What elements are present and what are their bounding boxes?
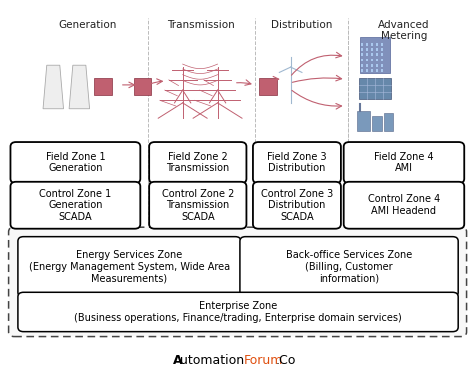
FancyBboxPatch shape — [149, 182, 246, 229]
Text: Control Zone 4
AMI Headend: Control Zone 4 AMI Headend — [368, 194, 440, 216]
Bar — [381, 53, 383, 56]
Bar — [361, 48, 363, 51]
Bar — [381, 43, 383, 46]
Text: Control Zone 3
Distribution
SCADA: Control Zone 3 Distribution SCADA — [261, 189, 333, 222]
FancyBboxPatch shape — [10, 142, 140, 183]
Bar — [376, 53, 378, 56]
Text: Enterprise Zone
(Business operations, Finance/trading, Enterprise domain service: Enterprise Zone (Business operations, Fi… — [74, 301, 402, 323]
FancyBboxPatch shape — [18, 292, 458, 332]
Text: .Co: .Co — [276, 354, 296, 367]
Text: Forum: Forum — [244, 354, 283, 367]
Text: A: A — [173, 354, 183, 367]
Bar — [134, 78, 152, 96]
Text: Generation: Generation — [58, 20, 117, 30]
Bar — [371, 64, 374, 66]
Bar — [357, 111, 370, 131]
Text: Field Zone 1
Generation: Field Zone 1 Generation — [46, 152, 105, 174]
Bar — [371, 69, 374, 72]
FancyBboxPatch shape — [344, 182, 464, 229]
Bar — [381, 69, 383, 72]
Text: Field Zone 2
Transmission: Field Zone 2 Transmission — [166, 152, 229, 174]
Bar — [381, 48, 383, 51]
Bar — [384, 113, 393, 131]
Bar — [361, 59, 363, 61]
Bar — [361, 69, 363, 72]
Bar — [376, 64, 378, 66]
Bar — [366, 69, 368, 72]
Text: utomation: utomation — [180, 354, 244, 367]
Bar — [381, 59, 383, 61]
Bar — [376, 59, 378, 61]
Bar — [376, 69, 378, 72]
Bar — [371, 48, 374, 51]
Bar — [361, 43, 363, 46]
FancyBboxPatch shape — [253, 142, 341, 183]
Text: Control Zone 1
Generation
SCADA: Control Zone 1 Generation SCADA — [39, 189, 111, 222]
Bar — [366, 48, 368, 51]
Bar — [376, 43, 378, 46]
Bar — [372, 116, 383, 131]
FancyBboxPatch shape — [149, 142, 246, 183]
Bar — [376, 48, 378, 51]
Bar — [359, 78, 391, 99]
Bar — [361, 64, 363, 66]
FancyBboxPatch shape — [253, 182, 341, 229]
Text: Field Zone 4
AMI: Field Zone 4 AMI — [374, 152, 434, 174]
Text: Back-office Services Zone
(Billing, Customer
information): Back-office Services Zone (Billing, Cust… — [286, 250, 412, 283]
FancyBboxPatch shape — [344, 142, 464, 183]
Text: Advanced
Metering: Advanced Metering — [378, 20, 429, 41]
Bar — [366, 59, 368, 61]
Polygon shape — [69, 65, 90, 109]
Bar — [371, 59, 374, 61]
Text: Field Zone 3
Distribution: Field Zone 3 Distribution — [267, 152, 327, 174]
Bar — [381, 64, 383, 66]
Bar — [359, 37, 390, 73]
Bar — [366, 53, 368, 56]
FancyBboxPatch shape — [18, 237, 241, 297]
Bar — [366, 43, 368, 46]
Bar — [366, 64, 368, 66]
Bar — [259, 78, 277, 96]
Bar — [371, 53, 374, 56]
Text: Distribution: Distribution — [271, 20, 332, 30]
Bar — [361, 53, 363, 56]
Bar — [94, 78, 112, 96]
Text: Control Zone 2
Transmission
SCADA: Control Zone 2 Transmission SCADA — [162, 189, 234, 222]
Polygon shape — [43, 65, 64, 109]
Text: Transmission: Transmission — [167, 20, 235, 30]
Text: Energy Services Zone
(Energy Management System, Wide Area
Measurements): Energy Services Zone (Energy Management … — [29, 250, 230, 283]
FancyBboxPatch shape — [9, 227, 466, 336]
Bar — [371, 43, 374, 46]
FancyBboxPatch shape — [10, 182, 140, 229]
FancyBboxPatch shape — [240, 237, 458, 297]
